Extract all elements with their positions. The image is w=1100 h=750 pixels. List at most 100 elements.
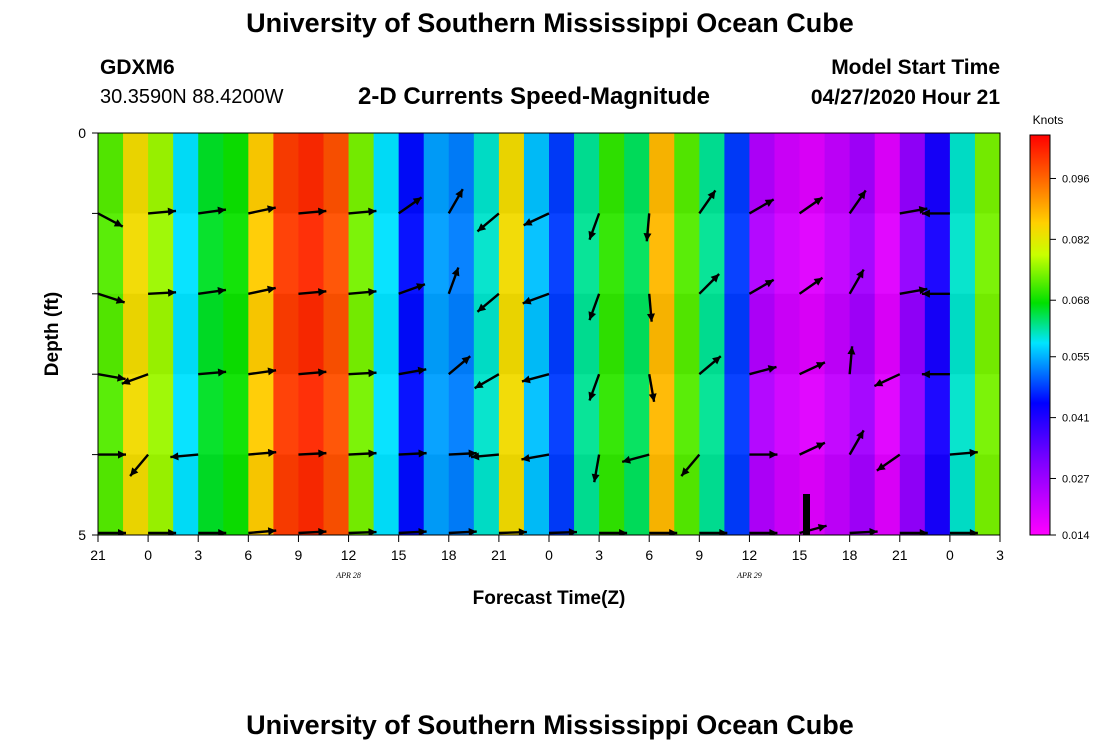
y-axis-label: Depth (ft) (42, 292, 63, 376)
current-vector (643, 213, 652, 242)
colorbar-gradient (1029, 134, 1051, 536)
heatmap-cell (924, 133, 951, 535)
current-vector (876, 453, 901, 472)
x-axis: 21 0 3 6 9 12 15 18 21 0 3 6 9 12 15 18 21 0 3 APR 28 APR 29 (90, 535, 1004, 580)
current-vector (748, 198, 775, 215)
heatmap-cell (173, 133, 199, 535)
heatmap-cell (498, 133, 525, 535)
current-vector (398, 527, 427, 535)
x-tick-label: 0 (144, 547, 152, 563)
current-vector (98, 373, 126, 382)
current-vector (588, 212, 601, 241)
current-vector (298, 207, 327, 216)
heatmap-cell (148, 133, 174, 535)
x-tick-label: 3 (595, 547, 603, 563)
current-vector (198, 287, 227, 295)
x-tick-label: 15 (792, 547, 808, 563)
x-tick-label: 21 (90, 547, 106, 563)
x-tick-label: 18 (842, 547, 858, 563)
colorbar-label: Knots (1033, 113, 1064, 127)
current-vector (170, 452, 199, 461)
x-tick-label: 12 (341, 547, 357, 563)
heatmap-cell (974, 133, 1000, 535)
heatmap-cell (849, 133, 876, 535)
heatmap-cell (98, 133, 124, 535)
heatmap-cell (599, 133, 625, 535)
x-tick-label: 15 (391, 547, 407, 563)
heatmap-cell (899, 133, 926, 535)
current-vector (398, 283, 426, 295)
current-vector (476, 292, 500, 313)
model-start-value: 04/27/2020 Hour 21 (810, 86, 1000, 109)
current-vector (649, 529, 678, 535)
current-vector (298, 449, 327, 458)
current-vector (921, 209, 950, 218)
station-id: GDXM6 (100, 56, 175, 79)
x-tick-label: 6 (645, 547, 653, 563)
current-vector (298, 527, 327, 535)
current-vector (873, 373, 901, 388)
depth-row-shade (98, 133, 1000, 213)
current-vector (899, 286, 928, 295)
current-vector (588, 373, 601, 401)
colorbar-tick-label: 0.055 (1062, 352, 1090, 364)
current-vector (949, 529, 978, 535)
current-vector (448, 355, 471, 376)
current-vector (848, 189, 867, 215)
current-vector (849, 527, 878, 535)
current-vector (591, 454, 601, 483)
heatmap-cell (949, 133, 976, 535)
current-vector (999, 292, 1000, 294)
current-vector (588, 293, 601, 321)
current-vector (698, 355, 722, 376)
current-vector (248, 205, 276, 215)
x-tick-label: 3 (194, 547, 202, 563)
current-vector (474, 373, 500, 390)
depth-row-shade (98, 374, 1000, 454)
heatmap-cell (373, 133, 400, 535)
y-axis: 05 (78, 125, 98, 543)
y-tick-label: 0 (78, 125, 86, 141)
current-vector (248, 527, 277, 535)
heatmap-cell (298, 133, 325, 535)
x-date-label: APR 28 (335, 571, 361, 580)
current-vector (899, 205, 928, 215)
current-vectors (98, 188, 1028, 537)
current-vector (1000, 451, 1028, 459)
current-vector (98, 292, 126, 304)
product-title: 2-D Currents Speed-Magnitude (358, 83, 711, 110)
colorbar-tick-label: 0.082 (1062, 234, 1090, 246)
current-vector (198, 206, 227, 215)
heatmap-cell (448, 133, 475, 535)
current-vector (248, 367, 277, 376)
x-tick-label: 21 (892, 547, 908, 563)
current-vector (599, 529, 628, 535)
current-vector (98, 212, 124, 228)
colorbar-tick-label: 0.027 (1062, 473, 1090, 485)
current-vector (798, 276, 824, 295)
current-vector (98, 529, 126, 535)
current-vector (548, 528, 578, 535)
current-vector (148, 207, 177, 216)
current-vector (447, 267, 460, 295)
x-tick-label: 0 (545, 547, 553, 563)
colorbar: Knots 0.096 0.082 0.068 0.055 0.041 0.027 0.01… (1029, 113, 1090, 542)
current-vector (899, 529, 928, 535)
current-vector (398, 449, 427, 458)
current-vector (521, 373, 550, 384)
heatmap-cell (273, 133, 300, 535)
current-vector (698, 189, 717, 215)
current-vector (848, 429, 865, 456)
heatmap-cell (649, 133, 675, 535)
current-vector (448, 527, 477, 535)
current-vector (98, 450, 126, 459)
current-vector (148, 288, 177, 297)
current-vector (680, 453, 701, 477)
current-vector (798, 196, 824, 215)
current-vector (523, 212, 550, 227)
y-tick-label: 5 (78, 527, 86, 543)
model-start-label: Model Start Time (831, 56, 1000, 79)
x-tick-label: 9 (695, 547, 703, 563)
current-vector (1000, 529, 1028, 537)
current-vector (621, 453, 650, 464)
